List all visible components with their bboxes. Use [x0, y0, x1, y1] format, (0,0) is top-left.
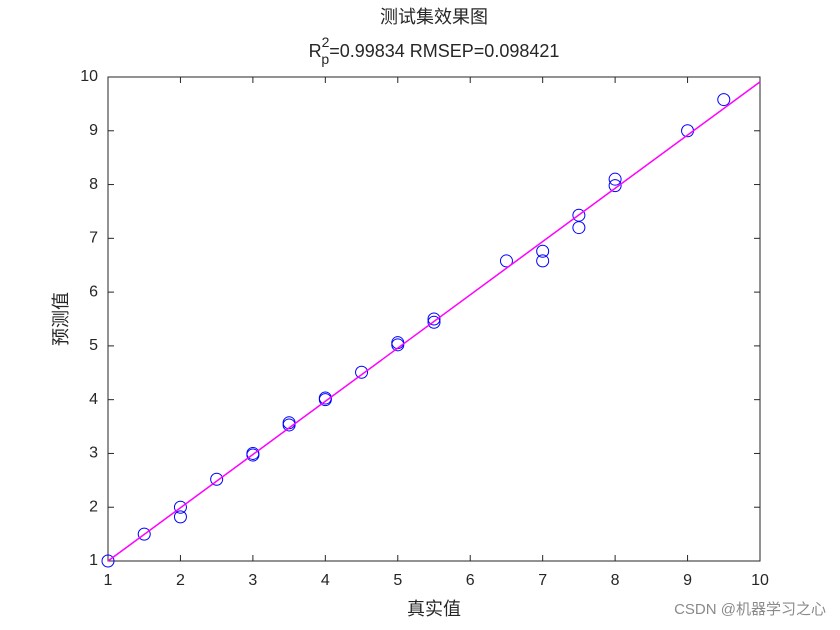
subtitle-sub: p: [321, 51, 329, 67]
data-point: [173, 510, 187, 524]
y-tick-label: 1: [89, 552, 98, 569]
data-point: [536, 244, 550, 258]
x-tick-label: 3: [248, 572, 257, 589]
data-point: [391, 338, 405, 352]
x-axis-label: 真实值: [407, 599, 461, 620]
data-point: [427, 312, 441, 326]
data-point: [608, 179, 622, 193]
x-tick-label: 2: [176, 572, 185, 589]
x-tick-label: 4: [321, 572, 330, 589]
x-tick-label: 8: [611, 572, 620, 589]
data-point: [137, 527, 151, 541]
x-tick-label: 7: [538, 572, 547, 589]
data-point: [173, 500, 187, 514]
data-point: [499, 254, 513, 268]
chart-title: 测试集效果图: [380, 7, 488, 28]
x-tick-label: 1: [104, 572, 113, 589]
y-tick-label: 6: [89, 283, 98, 300]
y-tick-label: 10: [80, 68, 98, 85]
subtitle-base: R: [309, 41, 322, 61]
y-tick-label: 5: [89, 337, 98, 354]
x-tick-label: 9: [683, 572, 692, 589]
data-point: [427, 315, 441, 329]
y-tick-label: 7: [89, 230, 98, 247]
data-point: [717, 93, 731, 107]
y-tick-label: 4: [89, 391, 98, 408]
y-tick-label: 8: [89, 176, 98, 193]
data-point: [536, 254, 550, 268]
data-point: [355, 365, 369, 379]
data-point: [572, 221, 586, 235]
y-tick-label: 3: [89, 445, 98, 462]
data-point: [282, 418, 296, 432]
y-tick-label: 2: [89, 498, 98, 515]
watermark: CSDN @机器学习之心: [674, 601, 826, 618]
data-point: [608, 172, 622, 186]
subtitle-sup: 2: [322, 34, 330, 50]
data-point: [318, 393, 332, 407]
x-tick-label: 6: [466, 572, 475, 589]
subtitle-rest: =0.99834 RMSEP=0.098421: [329, 41, 559, 61]
data-point: [246, 448, 260, 462]
x-tick-label: 5: [393, 572, 402, 589]
data-point: [101, 554, 115, 568]
y-axis-label: 预测值: [51, 292, 72, 346]
fit-line: [107, 81, 761, 562]
y-tick-label: 9: [89, 122, 98, 139]
x-tick-label: 10: [751, 572, 769, 589]
data-point: [210, 472, 224, 486]
chart-subtitle: R2 p=0.99834 RMSEP=0.098421: [309, 34, 560, 67]
